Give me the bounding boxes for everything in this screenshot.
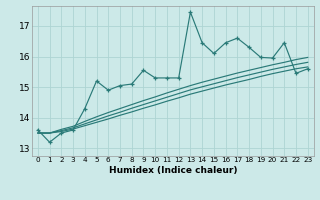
- X-axis label: Humidex (Indice chaleur): Humidex (Indice chaleur): [108, 166, 237, 175]
